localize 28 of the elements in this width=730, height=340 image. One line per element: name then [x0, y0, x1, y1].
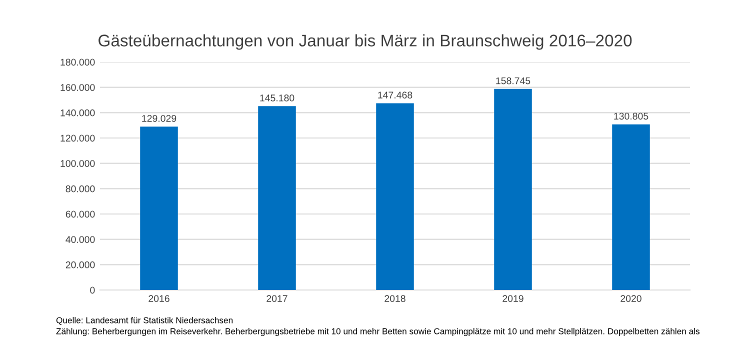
- data-label: 145.180: [260, 94, 294, 102]
- source-note: Quelle: Landesamt für Statistik Niedersachsen: [56, 316, 233, 325]
- x-tick-label: 2017: [266, 295, 288, 302]
- y-tick-label: 120.000: [60, 134, 95, 142]
- bar: [258, 106, 296, 290]
- data-label: 147.468: [378, 92, 412, 99]
- y-tick-label: 100.000: [60, 160, 95, 167]
- bar: [140, 126, 178, 290]
- data-label: 158.745: [496, 77, 530, 84]
- data-label: 130.805: [614, 112, 648, 120]
- bar: [494, 88, 532, 290]
- y-tick-label: 0: [90, 286, 95, 294]
- x-tick-label: 2016: [148, 295, 170, 302]
- x-tick-label: 2020: [620, 295, 642, 302]
- bar: [376, 103, 414, 290]
- text: Zählung: Beherbergungen im Reiseverkehr. Beherbergungsbetriebe mit 10 und mehr Betten sowie Campingplätze mit 10 und mehr Stellplätzen. Doppelbetten zählen als: [56, 328, 700, 336]
- x-tick-label: 2018: [384, 295, 406, 302]
- y-tick-label: 180.000: [60, 58, 95, 66]
- bar: [612, 124, 650, 290]
- chart-title: Gästeübernachtungen von Januar bis März in Braunschweig 2016–2020: [98, 34, 632, 50]
- y-tick-label: 140.000: [60, 109, 95, 116]
- y-tick-label: 160.000: [60, 84, 95, 91]
- x-tick-label: 2019: [502, 295, 524, 302]
- y-tick-label: 40.000: [66, 236, 95, 243]
- y-tick-label: 60.000: [66, 210, 95, 218]
- y-tick-label: 80.000: [66, 185, 95, 192]
- data-label: 129.029: [142, 114, 176, 122]
- y-tick-label: 20.000: [66, 261, 95, 268]
